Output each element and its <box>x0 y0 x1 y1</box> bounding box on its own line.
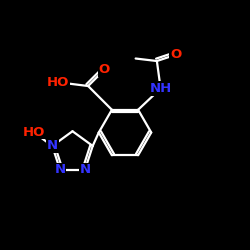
Text: HO: HO <box>47 76 69 89</box>
Text: N: N <box>47 140 58 152</box>
Text: O: O <box>99 63 110 76</box>
Text: N: N <box>80 163 90 176</box>
Text: O: O <box>170 48 181 61</box>
Text: HO: HO <box>22 126 45 139</box>
Text: NH: NH <box>150 82 172 95</box>
Text: N: N <box>54 163 66 176</box>
